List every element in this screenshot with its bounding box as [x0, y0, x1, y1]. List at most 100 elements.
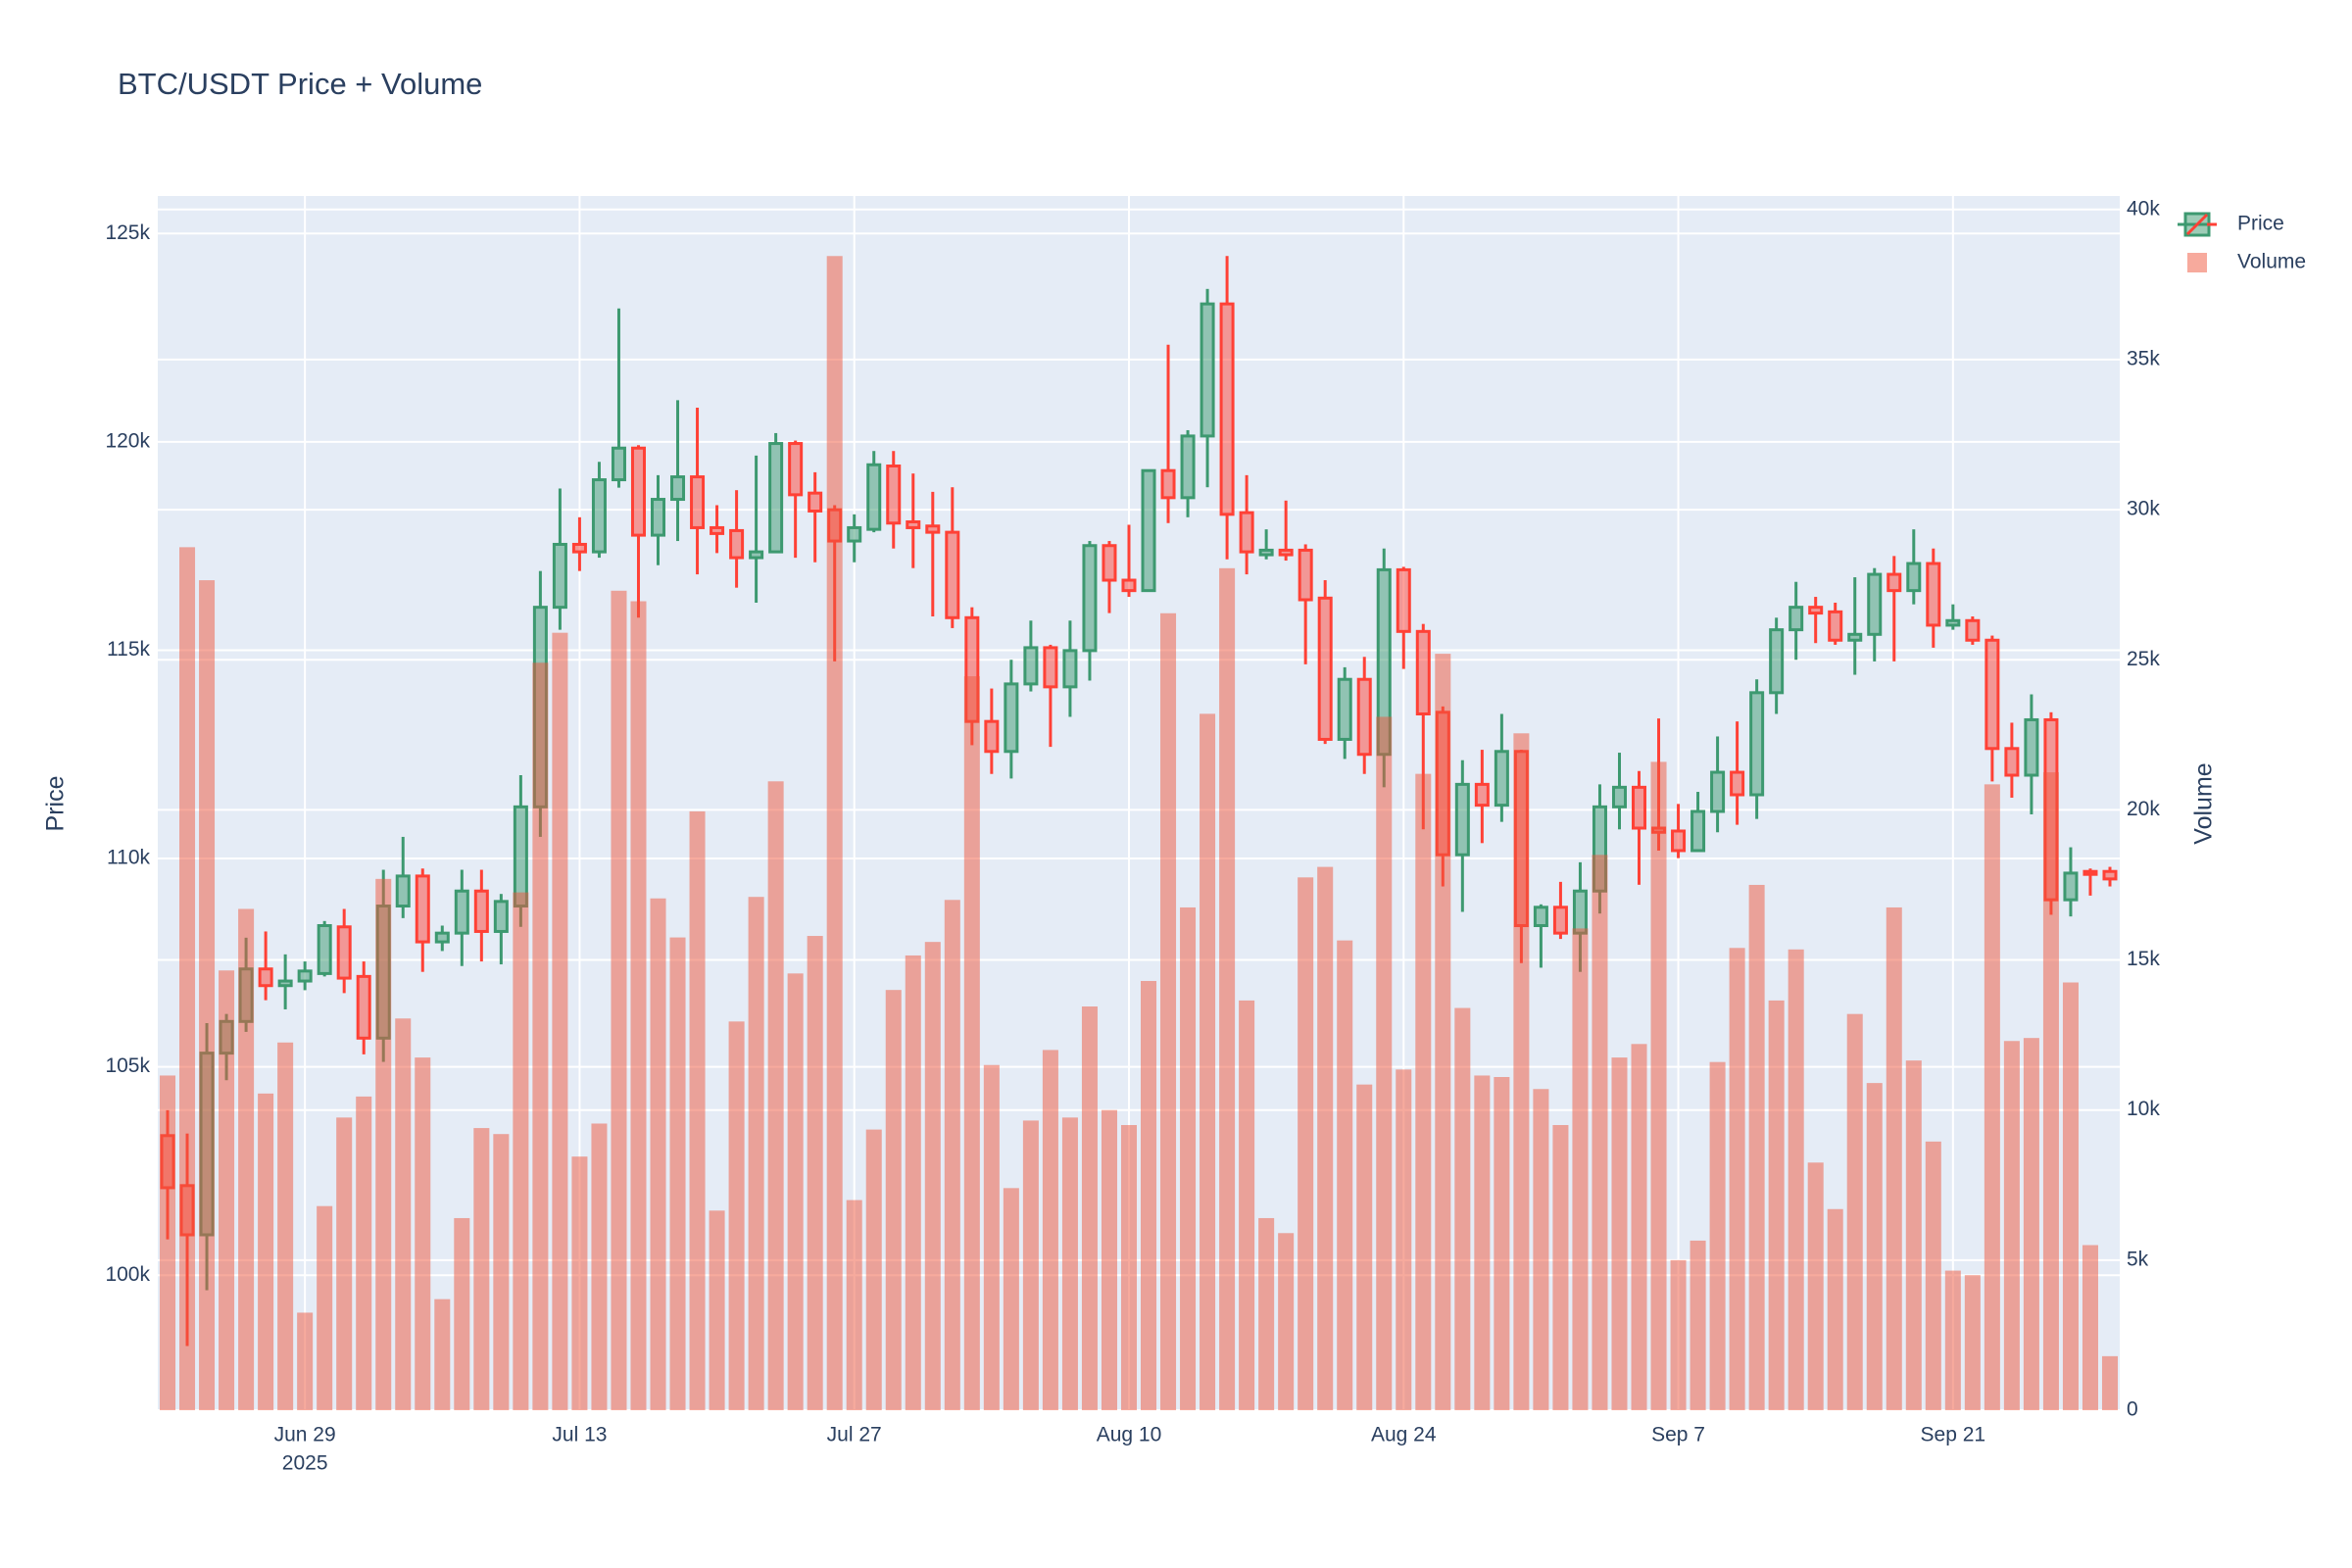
- marks: [160, 256, 2118, 1411]
- candle-body: [1121, 578, 1137, 593]
- y-tick-label: 105k: [105, 1054, 150, 1077]
- candle-body: [1258, 548, 1274, 557]
- candle-body: [945, 530, 960, 619]
- volume-bar: [1200, 713, 1216, 1410]
- volume-bar: [277, 1042, 294, 1410]
- candle-body: [1572, 889, 1588, 935]
- volume-bar: [1964, 1275, 1981, 1410]
- volume-bar: [787, 973, 804, 1410]
- candle-body: [1219, 302, 1235, 516]
- y-axis-title: Price: [42, 776, 70, 832]
- volume-bar: [1513, 733, 1530, 1410]
- volume-bar: [1984, 784, 2000, 1410]
- x-tick-label: Aug 10: [1097, 1424, 1162, 1446]
- candle-body: [788, 442, 804, 497]
- candle-body: [2102, 869, 2118, 881]
- candle-body: [1474, 782, 1490, 808]
- volume-bar: [983, 1064, 1000, 1410]
- candle-body: [1808, 606, 1824, 615]
- candle-body: [1886, 572, 1902, 593]
- y-tick-label: 115k: [107, 638, 150, 661]
- y-tick-label: 125k: [105, 221, 150, 244]
- volume-bar: [552, 632, 568, 1410]
- candle-body: [1180, 434, 1196, 500]
- y2-tick-label: 30k: [2127, 498, 2160, 520]
- candle-body: [611, 446, 626, 482]
- candle-body: [1552, 906, 1568, 935]
- volume-bar: [1454, 1007, 1471, 1410]
- candle-body: [1356, 677, 1372, 757]
- candle-body: [1278, 548, 1294, 557]
- volume-bar: [1042, 1050, 1058, 1410]
- y-tick-label: 120k: [105, 429, 150, 452]
- volume-bar: [885, 990, 902, 1410]
- candle-body: [866, 463, 882, 531]
- candle-body: [1239, 511, 1254, 554]
- candle-body: [591, 478, 607, 554]
- candle-body: [1769, 628, 1785, 695]
- grid: [158, 196, 2120, 1411]
- candle-body: [984, 719, 1000, 754]
- volume-bar: [1866, 1083, 1883, 1410]
- candle-body: [1141, 468, 1156, 593]
- candle-body: [513, 805, 528, 908]
- volume-bar: [1474, 1075, 1491, 1410]
- y2-tick-label: 10k: [2127, 1098, 2160, 1120]
- candle-body: [1926, 562, 1941, 627]
- volume-bar: [807, 936, 823, 1410]
- candle-body: [415, 874, 430, 944]
- volume-bar: [160, 1075, 176, 1410]
- volume-bar: [1709, 1061, 1726, 1410]
- candle-body: [1200, 302, 1215, 438]
- volume-bar: [1003, 1188, 1019, 1410]
- volume-bar: [709, 1210, 725, 1410]
- volume-bar: [630, 601, 647, 1410]
- candle-body: [1062, 649, 1078, 689]
- volume-bar: [356, 1096, 372, 1410]
- candle-body: [317, 924, 332, 975]
- volume-bar: [1317, 866, 1334, 1410]
- volume-bar: [1022, 1120, 1039, 1410]
- candle-body: [1454, 782, 1470, 857]
- candle-body: [1298, 548, 1313, 602]
- candle-body: [336, 925, 352, 980]
- candle-body: [2063, 871, 2079, 902]
- candle-body: [1396, 567, 1411, 633]
- volume-bar: [1768, 1000, 1785, 1410]
- candle-body: [1965, 618, 1981, 642]
- volume-bar: [571, 1156, 588, 1410]
- volume-bar: [689, 810, 706, 1410]
- volume-bar: [258, 1093, 274, 1410]
- y2-tick-label: 35k: [2127, 347, 2160, 369]
- x-tick-label: Jul 13: [552, 1424, 607, 1446]
- volume-bar: [1572, 928, 1589, 1410]
- volume-bar: [2023, 1038, 2039, 1410]
- y2-tick-label: 0: [2127, 1398, 2138, 1421]
- candle-body: [1043, 646, 1058, 689]
- volume-bar: [1396, 1069, 1412, 1410]
- volume-bar: [434, 1298, 451, 1410]
- volume-bar: [1729, 948, 1745, 1410]
- volume-bar: [336, 1117, 353, 1410]
- x-tick-label: Aug 24: [1371, 1424, 1437, 1446]
- volume-bar: [513, 892, 529, 1410]
- volume-bar: [865, 1129, 882, 1410]
- volume-bar: [1356, 1084, 1373, 1410]
- volume-bar: [454, 1217, 470, 1410]
- volume-bar: [1788, 949, 1804, 1410]
- volume-bar: [1435, 654, 1451, 1410]
- x-tick-label: Sep 21: [1921, 1424, 1986, 1446]
- candle-body: [1671, 829, 1687, 853]
- volume-bar: [1944, 1270, 1961, 1410]
- y2-axis-title: Volume: [2190, 762, 2218, 844]
- x-tick-label: Sep 7: [1651, 1424, 1705, 1446]
- candle-body: [1160, 468, 1176, 500]
- volume-bar: [669, 937, 686, 1410]
- legend-icon: [2187, 253, 2207, 272]
- volume-bar: [1533, 1089, 1549, 1410]
- candle-body: [1788, 606, 1804, 632]
- volume-bar: [2101, 1355, 2118, 1410]
- candle-body: [1023, 646, 1039, 686]
- volume-bar: [2062, 982, 2079, 1410]
